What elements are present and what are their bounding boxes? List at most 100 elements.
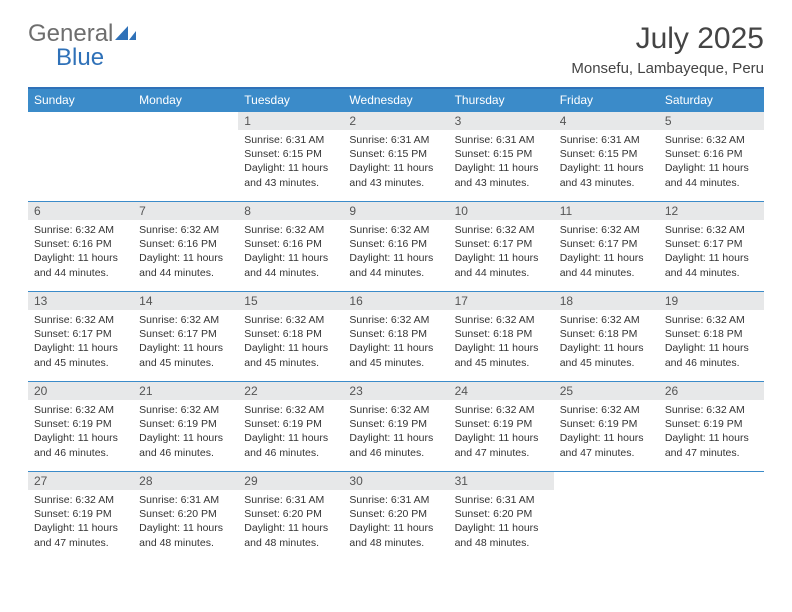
calendar-day-cell: 8Sunrise: 6:32 AMSunset: 6:16 PMDaylight… (238, 202, 343, 292)
day-data: Sunrise: 6:31 AMSunset: 6:20 PMDaylight:… (449, 490, 554, 553)
calendar-day-cell: 26Sunrise: 6:32 AMSunset: 6:19 PMDayligh… (659, 382, 764, 472)
calendar-week-row: 1Sunrise: 6:31 AMSunset: 6:15 PMDaylight… (28, 112, 764, 202)
sunrise-text: Sunrise: 6:31 AM (455, 493, 548, 507)
day-data: Sunrise: 6:32 AMSunset: 6:18 PMDaylight:… (343, 310, 448, 373)
daylight-text: Daylight: 11 hours and 45 minutes. (244, 341, 337, 369)
daylight-text: Daylight: 11 hours and 48 minutes. (139, 521, 232, 549)
day-data: Sunrise: 6:31 AMSunset: 6:15 PMDaylight:… (554, 130, 659, 193)
day-number: 19 (659, 292, 764, 310)
calendar-day-cell: 15Sunrise: 6:32 AMSunset: 6:18 PMDayligh… (238, 292, 343, 382)
calendar-day-cell: 11Sunrise: 6:32 AMSunset: 6:17 PMDayligh… (554, 202, 659, 292)
day-number: 5 (659, 112, 764, 130)
day-number: 23 (343, 382, 448, 400)
day-data: Sunrise: 6:32 AMSunset: 6:18 PMDaylight:… (659, 310, 764, 373)
sunset-text: Sunset: 6:16 PM (139, 237, 232, 251)
sunset-text: Sunset: 6:16 PM (349, 237, 442, 251)
calendar-day-cell (554, 472, 659, 562)
day-data: Sunrise: 6:31 AMSunset: 6:20 PMDaylight:… (343, 490, 448, 553)
calendar-day-cell: 21Sunrise: 6:32 AMSunset: 6:19 PMDayligh… (133, 382, 238, 472)
day-data: Sunrise: 6:32 AMSunset: 6:18 PMDaylight:… (449, 310, 554, 373)
daylight-text: Daylight: 11 hours and 46 minutes. (665, 341, 758, 369)
logo-text-general: General (28, 20, 113, 47)
sunset-text: Sunset: 6:19 PM (455, 417, 548, 431)
sunset-text: Sunset: 6:18 PM (244, 327, 337, 341)
calendar-day-cell: 19Sunrise: 6:32 AMSunset: 6:18 PMDayligh… (659, 292, 764, 382)
calendar-day-cell: 12Sunrise: 6:32 AMSunset: 6:17 PMDayligh… (659, 202, 764, 292)
day-data: Sunrise: 6:32 AMSunset: 6:18 PMDaylight:… (238, 310, 343, 373)
day-data: Sunrise: 6:32 AMSunset: 6:17 PMDaylight:… (554, 220, 659, 283)
day-number: 4 (554, 112, 659, 130)
day-number: 31 (449, 472, 554, 490)
daylight-text: Daylight: 11 hours and 44 minutes. (139, 251, 232, 279)
calendar-day-cell: 20Sunrise: 6:32 AMSunset: 6:19 PMDayligh… (28, 382, 133, 472)
logo-text-blue: Blue (28, 44, 104, 71)
weekday-header: Saturday (659, 88, 764, 112)
day-number: 2 (343, 112, 448, 130)
weekday-header: Sunday (28, 88, 133, 112)
sunrise-text: Sunrise: 6:32 AM (665, 313, 758, 327)
calendar-day-cell: 24Sunrise: 6:32 AMSunset: 6:19 PMDayligh… (449, 382, 554, 472)
day-number: 11 (554, 202, 659, 220)
day-number (28, 112, 133, 116)
daylight-text: Daylight: 11 hours and 48 minutes. (455, 521, 548, 549)
day-number: 20 (28, 382, 133, 400)
sunrise-text: Sunrise: 6:32 AM (665, 403, 758, 417)
day-number: 28 (133, 472, 238, 490)
sunrise-text: Sunrise: 6:32 AM (349, 403, 442, 417)
calendar-day-cell: 9Sunrise: 6:32 AMSunset: 6:16 PMDaylight… (343, 202, 448, 292)
sunset-text: Sunset: 6:20 PM (139, 507, 232, 521)
sunrise-text: Sunrise: 6:32 AM (34, 223, 127, 237)
logo: GeneralBlue (28, 22, 137, 70)
sunrise-text: Sunrise: 6:32 AM (560, 223, 653, 237)
weekday-header: Thursday (449, 88, 554, 112)
weekday-header-row: Sunday Monday Tuesday Wednesday Thursday… (28, 88, 764, 112)
day-number: 10 (449, 202, 554, 220)
sunset-text: Sunset: 6:20 PM (244, 507, 337, 521)
day-number: 6 (28, 202, 133, 220)
daylight-text: Daylight: 11 hours and 44 minutes. (665, 161, 758, 189)
calendar-week-row: 13Sunrise: 6:32 AMSunset: 6:17 PMDayligh… (28, 292, 764, 382)
month-title: July 2025 (571, 22, 764, 56)
day-number: 15 (238, 292, 343, 310)
daylight-text: Daylight: 11 hours and 44 minutes. (560, 251, 653, 279)
sunrise-text: Sunrise: 6:32 AM (455, 223, 548, 237)
calendar-day-cell: 10Sunrise: 6:32 AMSunset: 6:17 PMDayligh… (449, 202, 554, 292)
day-number (554, 472, 659, 476)
sunset-text: Sunset: 6:17 PM (560, 237, 653, 251)
daylight-text: Daylight: 11 hours and 46 minutes. (244, 431, 337, 459)
day-data: Sunrise: 6:32 AMSunset: 6:19 PMDaylight:… (133, 400, 238, 463)
calendar-day-cell: 7Sunrise: 6:32 AMSunset: 6:16 PMDaylight… (133, 202, 238, 292)
day-number: 12 (659, 202, 764, 220)
day-number: 27 (28, 472, 133, 490)
daylight-text: Daylight: 11 hours and 45 minutes. (34, 341, 127, 369)
day-data: Sunrise: 6:32 AMSunset: 6:19 PMDaylight:… (238, 400, 343, 463)
day-data: Sunrise: 6:32 AMSunset: 6:19 PMDaylight:… (28, 400, 133, 463)
calendar-day-cell: 6Sunrise: 6:32 AMSunset: 6:16 PMDaylight… (28, 202, 133, 292)
day-data: Sunrise: 6:31 AMSunset: 6:15 PMDaylight:… (343, 130, 448, 193)
title-block: July 2025 Monsefu, Lambayeque, Peru (571, 22, 764, 77)
daylight-text: Daylight: 11 hours and 48 minutes. (244, 521, 337, 549)
day-number: 9 (343, 202, 448, 220)
day-data: Sunrise: 6:32 AMSunset: 6:17 PMDaylight:… (449, 220, 554, 283)
sunset-text: Sunset: 6:18 PM (665, 327, 758, 341)
calendar-day-cell: 2Sunrise: 6:31 AMSunset: 6:15 PMDaylight… (343, 112, 448, 202)
sunrise-text: Sunrise: 6:32 AM (560, 313, 653, 327)
daylight-text: Daylight: 11 hours and 43 minutes. (455, 161, 548, 189)
daylight-text: Daylight: 11 hours and 43 minutes. (349, 161, 442, 189)
day-number: 3 (449, 112, 554, 130)
sunset-text: Sunset: 6:19 PM (560, 417, 653, 431)
calendar-day-cell: 30Sunrise: 6:31 AMSunset: 6:20 PMDayligh… (343, 472, 448, 562)
sunrise-text: Sunrise: 6:32 AM (34, 493, 127, 507)
sunset-text: Sunset: 6:17 PM (665, 237, 758, 251)
calendar-day-cell (28, 112, 133, 202)
daylight-text: Daylight: 11 hours and 47 minutes. (455, 431, 548, 459)
sunset-text: Sunset: 6:19 PM (34, 507, 127, 521)
sunrise-text: Sunrise: 6:31 AM (244, 493, 337, 507)
daylight-text: Daylight: 11 hours and 44 minutes. (34, 251, 127, 279)
sunrise-text: Sunrise: 6:31 AM (244, 133, 337, 147)
day-number: 21 (133, 382, 238, 400)
sunrise-text: Sunrise: 6:31 AM (139, 493, 232, 507)
sunset-text: Sunset: 6:18 PM (349, 327, 442, 341)
day-number: 14 (133, 292, 238, 310)
day-data: Sunrise: 6:32 AMSunset: 6:16 PMDaylight:… (659, 130, 764, 193)
